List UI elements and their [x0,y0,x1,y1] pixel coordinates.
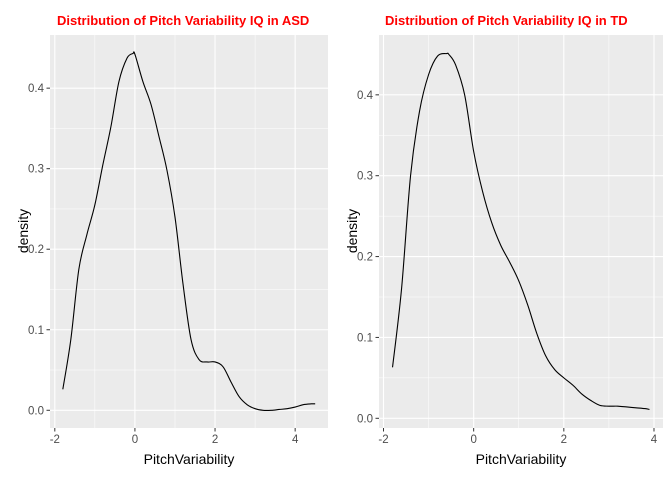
plot-panel [379,35,663,428]
y-axis-label: density [15,209,31,253]
y-tick-label: 0.3 [28,164,44,176]
y-tick-label: 0.2 [28,244,44,256]
x-tick-label: 4 [292,434,299,446]
density-curve [391,52,650,410]
chart-title: Distribution of Pitch Variability IQ in … [57,13,309,28]
y-tick-label: 0.4 [357,90,374,102]
x-tick-label: 2 [561,434,567,446]
y-tick-label: 0.1 [357,332,373,344]
y-tick-label: 0.0 [357,413,373,425]
density-curve-layer [391,52,650,410]
chart-td: Distribution of Pitch Variability IQ in … [344,13,663,467]
x-tick-label: -2 [378,434,388,446]
plot-panel [50,35,328,428]
chart-asd: Distribution of Pitch Variability IQ in … [15,13,328,467]
x-tick-label: -2 [50,434,60,446]
gridlines [379,35,663,428]
density-curve-layer [62,51,316,411]
x-axis-label: PitchVariability [144,451,235,467]
y-axis-label: density [344,209,360,253]
y-tick-label: 0.4 [28,83,45,95]
y-tick-label: 0.3 [357,171,373,183]
density-curve [62,51,316,411]
x-tick-label: 4 [651,434,658,446]
chart-title: Distribution of Pitch Variability IQ in … [385,13,628,28]
axis-ticks: -2 0 2 4 0.0 0.1 0.2 0.3 0.4 [28,83,299,446]
y-tick-label: 0.1 [28,325,44,337]
x-tick-label: 2 [212,434,218,446]
x-axis-label: PitchVariability [476,451,567,467]
x-tick-label: 0 [132,434,138,446]
y-tick-label: 0.2 [357,252,373,264]
x-tick-label: 0 [470,434,476,446]
axis-ticks: -2 0 2 4 0.0 0.1 0.2 0.3 0.4 [357,90,658,446]
y-tick-label: 0.0 [28,405,44,417]
